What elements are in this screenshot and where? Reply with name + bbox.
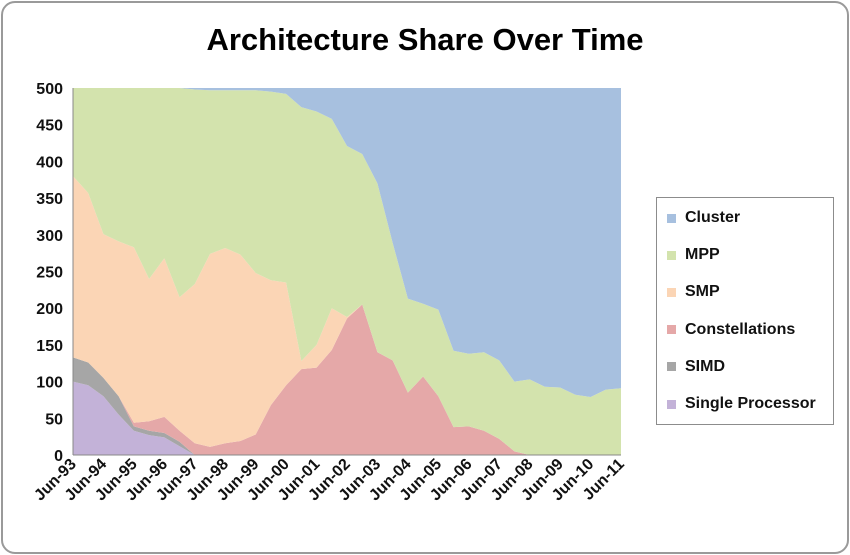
- legend-label: MPP: [685, 246, 720, 264]
- y-tick-label: 450: [36, 118, 63, 135]
- y-tick-label: 300: [36, 228, 63, 245]
- chart-title: Architecture Share Over Time: [206, 22, 644, 57]
- legend-swatch: [667, 325, 676, 335]
- legend-item-cluster: Cluster: [667, 206, 740, 230]
- area-mpp: [73, 88, 621, 455]
- legend-swatch: [667, 213, 676, 223]
- legend-item-smp: SMP: [667, 280, 720, 304]
- plot-areas: [73, 88, 621, 455]
- area-constellations: [73, 304, 621, 455]
- legend-swatch: [667, 250, 676, 260]
- y-tick-label: 400: [36, 154, 63, 171]
- y-tick-label: 350: [36, 191, 63, 208]
- y-tick-label: 500: [36, 81, 63, 98]
- area-single-processor: [73, 381, 621, 455]
- legend-swatch: [667, 399, 676, 409]
- legend-label: SIMD: [685, 357, 725, 375]
- legend-swatch: [667, 362, 676, 372]
- legend-label: Single Processor: [685, 395, 816, 412]
- legend: Cluster MPP SMP Constellations SIMD Single Pr…: [656, 197, 834, 425]
- legend-label: SMP: [685, 283, 720, 301]
- y-tick-label: 150: [36, 338, 63, 355]
- y-tick-label: 200: [36, 301, 63, 318]
- legend-label: Constellations: [685, 320, 796, 338]
- legend-item-constellations: Constellations: [667, 318, 795, 342]
- y-axis-ticks: 0 50 100 150 200 250 300 350 400 450 500: [36, 81, 63, 465]
- legend-item-simd: SIMD: [667, 355, 725, 379]
- y-tick-label: 50: [45, 411, 63, 428]
- y-tick-label: 100: [36, 375, 63, 392]
- y-tick-label: 0: [54, 448, 63, 465]
- legend-swatch: [667, 287, 676, 297]
- legend-item-mpp: MPP: [667, 243, 720, 267]
- legend-label: Cluster: [685, 209, 741, 226]
- axes: [72, 88, 621, 456]
- area-smp: [73, 176, 621, 455]
- area-cluster: [73, 88, 621, 398]
- y-tick-label: 250: [36, 265, 63, 282]
- legend-item-single-processor: Single Processor: [667, 392, 816, 416]
- x-axis-ticks: Jun-93Jun-94Jun-95Jun-96Jun-97Jun-98Jun-…: [31, 456, 628, 505]
